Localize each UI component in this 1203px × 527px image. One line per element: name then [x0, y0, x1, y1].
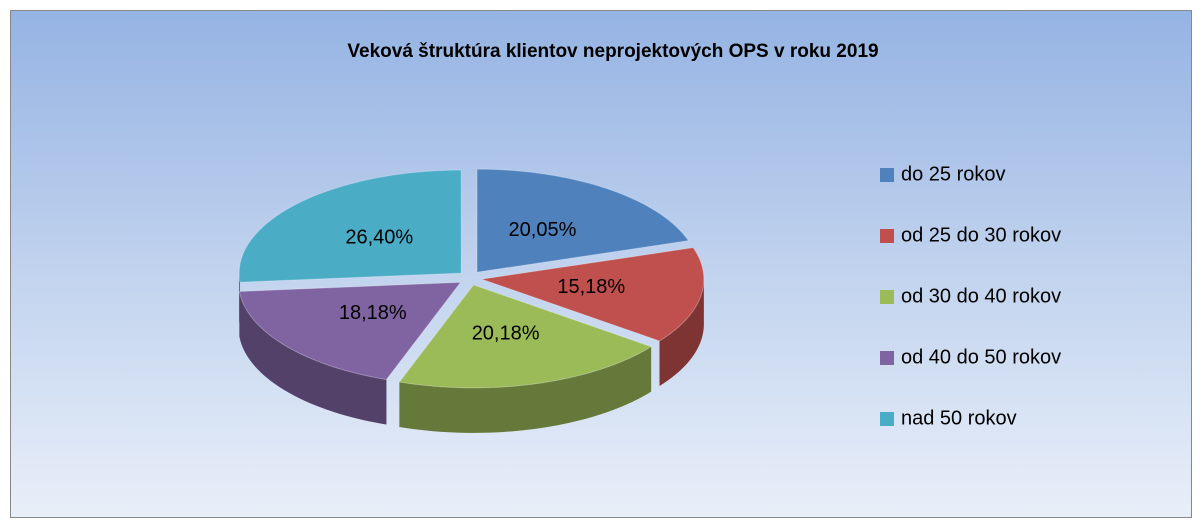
slice	[238, 281, 462, 381]
legend-label: od 30 do 40 rokov	[901, 285, 1061, 307]
legend-swatch	[880, 168, 894, 182]
data-label: 26,40%	[345, 227, 413, 249]
legend-swatch	[880, 229, 894, 243]
slice-side	[659, 279, 704, 386]
data-label: 20,18%	[472, 322, 540, 344]
legend-swatch	[880, 412, 894, 426]
slice-side-shade	[239, 291, 387, 425]
slice-side-shade	[659, 279, 704, 386]
legend-label: do 25 rokov	[901, 163, 1006, 185]
slice	[238, 169, 462, 283]
data-label: 15,18%	[557, 276, 625, 298]
chart-title: Veková štruktúra klientov neprojektových…	[347, 41, 878, 62]
legend-swatch	[880, 290, 894, 304]
legend-label: od 40 do 50 rokov	[901, 346, 1061, 368]
slice-side	[399, 346, 652, 433]
data-label: 18,18%	[339, 302, 407, 324]
legend-swatch	[880, 351, 894, 365]
data-label: 20,05%	[509, 219, 577, 241]
slice	[476, 168, 690, 273]
slice	[481, 247, 705, 342]
slice-side	[239, 291, 387, 425]
slice	[398, 284, 653, 389]
legend-label: od 25 do 30 rokov	[901, 224, 1061, 246]
slice-side-shade	[399, 346, 652, 433]
legend-label: nad 50 rokov	[901, 407, 1017, 429]
